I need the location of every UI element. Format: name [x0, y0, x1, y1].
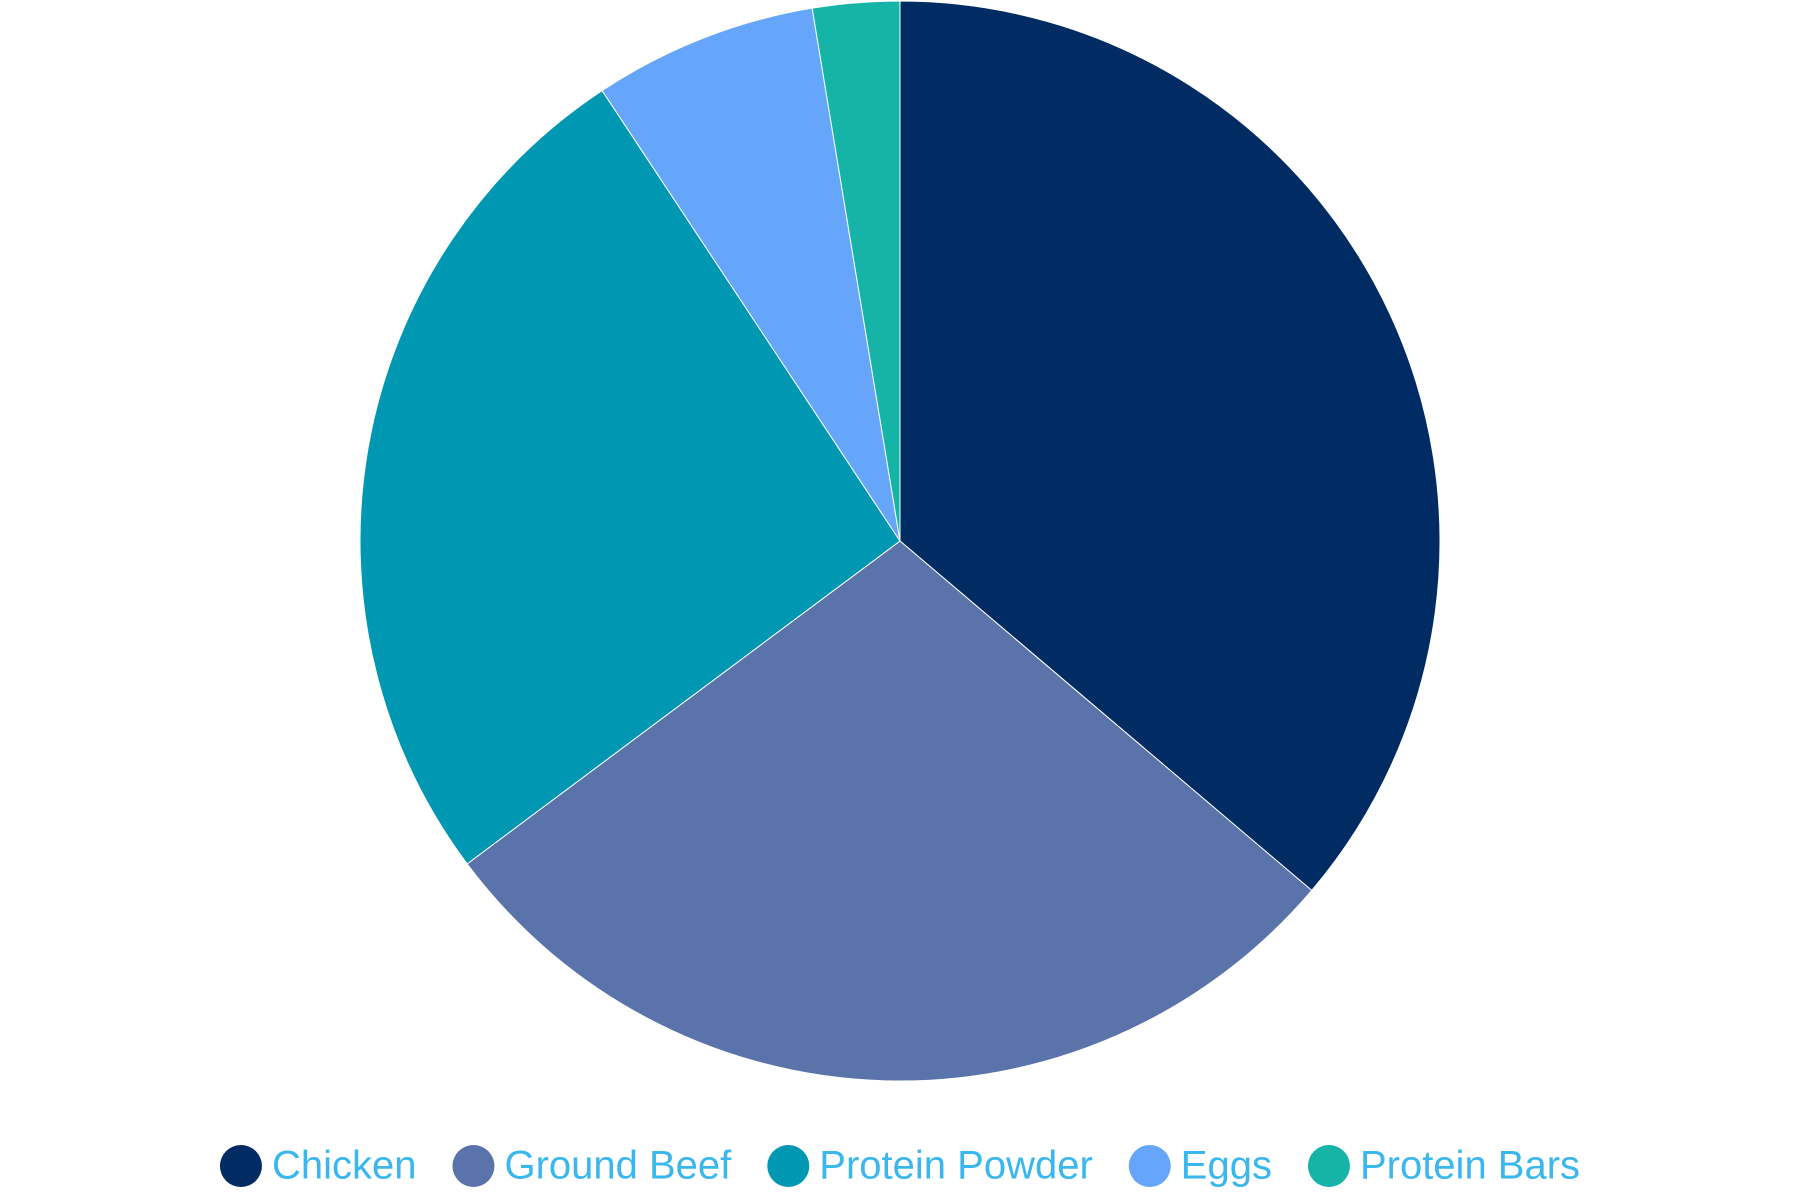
legend-label: Eggs: [1181, 1144, 1272, 1188]
pie-slice: [466, 540, 1313, 1082]
legend-label: Protein Bars: [1360, 1144, 1580, 1188]
legend-label: Ground Beef: [504, 1144, 732, 1188]
legend-marker: [219, 1145, 262, 1187]
legend-label: Protein Powder: [819, 1144, 1092, 1188]
legend-marker: [452, 1145, 495, 1187]
pie-slice: [899, 0, 1441, 892]
legend-marker: [1128, 1145, 1171, 1187]
pie-slice: [359, 89, 901, 865]
legend-marker: [1307, 1145, 1350, 1187]
pie-slice: [811, 0, 901, 542]
pie-slice: [601, 7, 901, 542]
legend-marker: [767, 1145, 810, 1187]
legend: Chicken Ground Beef Protein Powder Eggs Prot…: [219, 1144, 1580, 1188]
legend-label: Chicken: [272, 1144, 417, 1188]
